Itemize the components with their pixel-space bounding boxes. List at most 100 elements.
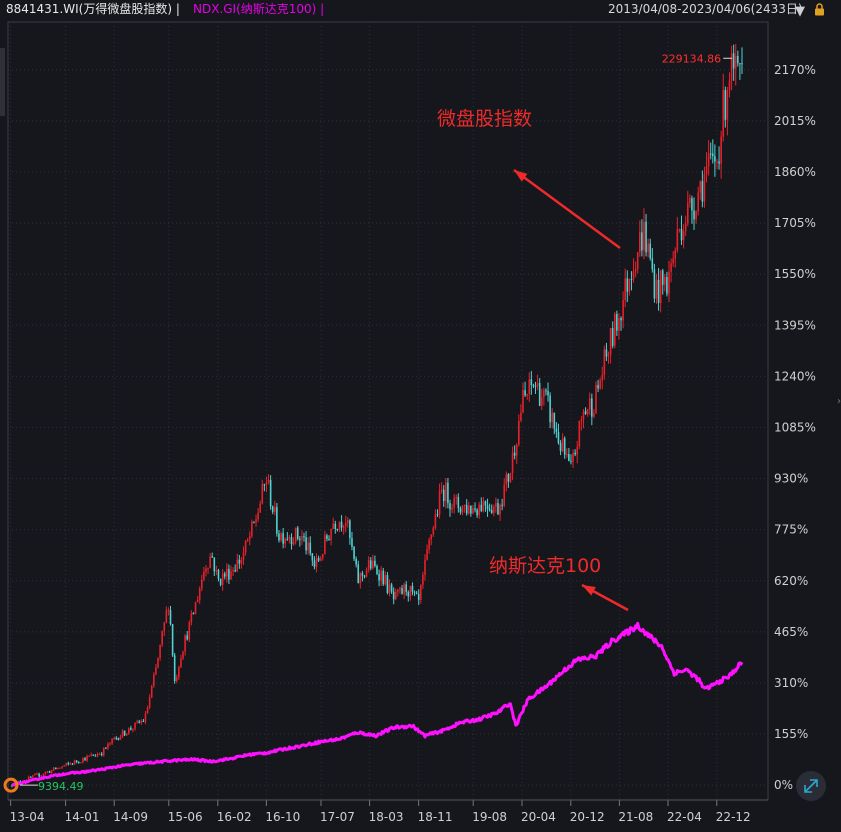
- candle: [223, 573, 226, 577]
- candle: [42, 774, 45, 776]
- candle: [192, 613, 195, 615]
- candle: [336, 528, 339, 530]
- candle: [426, 549, 428, 560]
- start-marker[interactable]: [3, 777, 19, 793]
- candle: [155, 667, 157, 675]
- candle: [309, 542, 312, 554]
- candle: [246, 539, 249, 542]
- candle: [449, 503, 451, 510]
- candle: [595, 385, 597, 414]
- candle: [190, 613, 193, 623]
- candle: [455, 497, 458, 499]
- y-tick-label: 1395%: [774, 318, 816, 332]
- candle: [670, 263, 672, 272]
- lock-icon[interactable]: [813, 3, 826, 16]
- series1-legend[interactable]: 8841431.WI(万得微盘股指数) |: [6, 2, 180, 16]
- candle: [563, 438, 566, 455]
- candle: [664, 277, 666, 285]
- candle: [528, 379, 531, 394]
- candle: [699, 181, 702, 193]
- candle: [549, 395, 551, 423]
- candle: [84, 758, 86, 761]
- y-tick-label: 1240%: [774, 369, 816, 383]
- candle: [132, 728, 134, 730]
- candle: [420, 584, 422, 600]
- max-value-label: 229134.86: [662, 52, 722, 65]
- candle: [280, 533, 282, 541]
- candle: [509, 473, 512, 482]
- candle: [307, 542, 309, 551]
- candle: [57, 767, 59, 770]
- candle: [382, 570, 385, 585]
- candle: [203, 572, 205, 580]
- candle: [105, 747, 107, 749]
- candle: [470, 505, 472, 514]
- microcap-candles: [11, 44, 743, 788]
- candle: [180, 658, 182, 668]
- candle: [169, 610, 172, 625]
- candle: [163, 622, 166, 632]
- candle: [639, 232, 641, 253]
- candle: [480, 504, 483, 512]
- expand-button[interactable]: [796, 771, 826, 801]
- candle: [486, 505, 489, 510]
- candle: [630, 279, 633, 281]
- candle: [77, 762, 80, 764]
- candle: [488, 509, 491, 511]
- candle: [292, 541, 295, 545]
- candle: [109, 743, 111, 745]
- date-range-label[interactable]: 2013/04/08-2023/04/06(2433日): [608, 2, 803, 16]
- candle: [524, 390, 526, 396]
- candle: [52, 767, 55, 771]
- candle: [278, 533, 280, 541]
- candle: [269, 480, 272, 507]
- candle: [668, 271, 670, 294]
- candle: [566, 454, 568, 456]
- y-tick-label: 775%: [774, 523, 808, 537]
- y-tick-label: 2015%: [774, 114, 816, 128]
- candle: [73, 760, 76, 765]
- candle: [240, 559, 243, 564]
- candle: [605, 349, 608, 357]
- candle: [361, 573, 364, 576]
- chevron-right-icon[interactable]: ›: [837, 396, 841, 407]
- y-tick-label: 1860%: [774, 165, 816, 179]
- candle: [290, 537, 293, 545]
- candle: [207, 567, 209, 569]
- candle: [584, 411, 587, 415]
- candle: [90, 754, 93, 756]
- candle: [299, 538, 301, 540]
- candle: [411, 585, 414, 592]
- candle: [355, 558, 357, 565]
- candle: [265, 482, 268, 485]
- candle: [730, 53, 733, 81]
- candle: [582, 411, 585, 420]
- candle: [686, 203, 689, 224]
- candle: [680, 229, 683, 241]
- candle: [553, 412, 556, 429]
- candle: [482, 501, 485, 512]
- arrow-head: [514, 170, 528, 182]
- candle: [236, 559, 239, 572]
- series2-legend[interactable]: NDX.GI(纳斯达克100) |: [193, 2, 325, 16]
- candle: [213, 557, 216, 572]
- candle: [739, 63, 741, 65]
- candle: [171, 624, 174, 656]
- candle: [344, 522, 347, 527]
- candle: [263, 484, 266, 486]
- x-tick-label: 13-04: [10, 810, 45, 824]
- candle: [186, 635, 188, 640]
- candle: [244, 541, 247, 553]
- candle: [288, 537, 291, 540]
- triangle-down-icon[interactable]: ▼: [795, 4, 805, 19]
- candle: [142, 721, 145, 723]
- candle: [107, 743, 109, 749]
- candle: [522, 390, 524, 413]
- candle: [205, 568, 207, 573]
- left-panel-edge[interactable]: [0, 48, 5, 116]
- candle: [540, 397, 543, 406]
- candle: [390, 584, 393, 592]
- y-tick-label: 620%: [774, 574, 808, 588]
- y-tick-label: 465%: [774, 625, 808, 639]
- candle: [613, 314, 616, 346]
